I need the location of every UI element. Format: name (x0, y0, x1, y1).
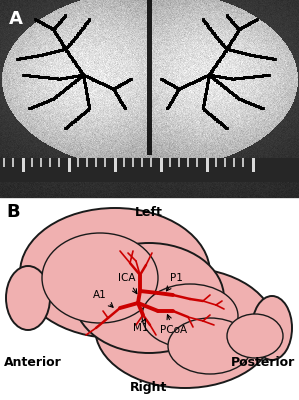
Ellipse shape (42, 233, 158, 323)
Ellipse shape (252, 296, 292, 360)
Text: Posterior: Posterior (231, 356, 295, 370)
Ellipse shape (142, 284, 238, 348)
Ellipse shape (227, 314, 283, 358)
Text: Anterior: Anterior (4, 356, 62, 370)
Text: PCoA: PCoA (160, 315, 187, 335)
Ellipse shape (74, 243, 224, 353)
Text: Left: Left (135, 206, 163, 219)
Ellipse shape (20, 208, 210, 338)
Ellipse shape (95, 268, 275, 388)
Text: ICA: ICA (118, 273, 137, 294)
Text: A1: A1 (93, 290, 113, 307)
Text: P1: P1 (167, 273, 183, 291)
Text: B: B (6, 203, 20, 221)
Text: Right: Right (130, 381, 168, 394)
Ellipse shape (168, 318, 252, 374)
Text: M1: M1 (133, 319, 149, 333)
Ellipse shape (6, 266, 50, 330)
Text: A: A (9, 10, 23, 28)
